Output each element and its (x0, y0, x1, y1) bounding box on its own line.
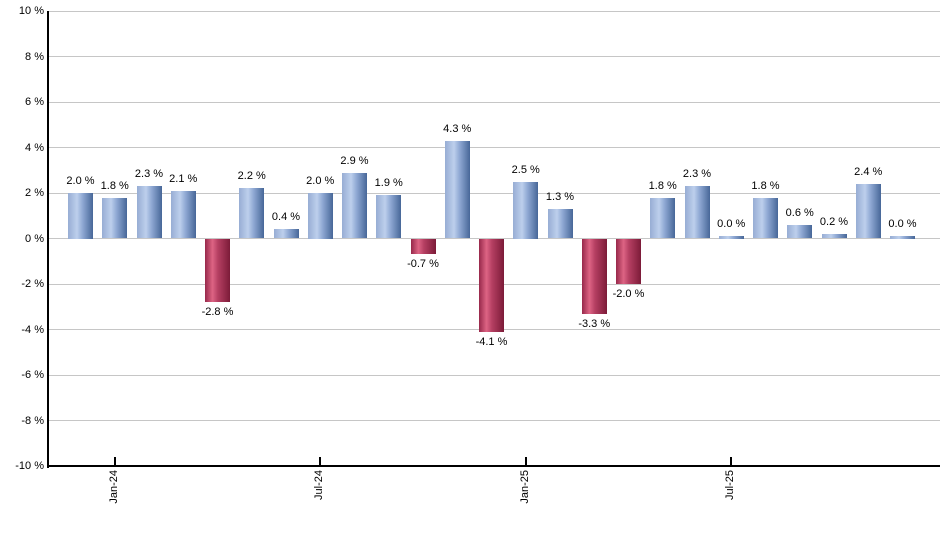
bar[interactable] (616, 238, 641, 284)
bar-value-label: -2.0 % (612, 288, 645, 300)
bar-value-label: 2.1 % (169, 172, 198, 185)
bar-value-label: 0.4 % (271, 211, 301, 224)
bar-value-label: -4.1 % (475, 335, 508, 348)
bar-value-label: 2.2 % (237, 170, 266, 183)
y-axis-label: 8 % (25, 50, 44, 63)
bar-value-label: 1.8 % (100, 179, 129, 192)
x-axis-line (47, 465, 940, 467)
x-tick (524, 457, 527, 466)
gridline (48, 56, 940, 57)
bar-value-label: -3.3 % (578, 317, 611, 330)
bar-value-label: 0.0 % (888, 218, 917, 230)
bar[interactable] (753, 197, 778, 239)
x-tick (113, 457, 116, 466)
bar[interactable] (684, 186, 710, 239)
gridline (48, 147, 940, 148)
bar-value-label: 2.3 % (134, 168, 164, 181)
x-tick (319, 457, 322, 466)
bar[interactable] (890, 236, 915, 239)
bar-value-label: 0.6 % (785, 206, 814, 219)
y-axis-label: -6 % (21, 369, 44, 381)
gridline (48, 10, 940, 12)
bar[interactable] (68, 193, 93, 239)
y-axis-label: 4 % (25, 141, 44, 154)
y-axis-label: -10 % (15, 460, 44, 472)
bar[interactable] (205, 238, 230, 303)
bar-value-label: 2.3 % (682, 168, 712, 181)
y-axis-label: 2 % (25, 187, 44, 199)
bar-value-label: 2.0 % (66, 175, 95, 187)
x-tick-label: Jul-24 (313, 470, 326, 500)
bar-value-label: 0.2 % (819, 215, 849, 228)
gridline (48, 101, 940, 103)
bar-value-label: 1.3 % (545, 190, 575, 203)
bar[interactable] (239, 188, 265, 239)
bar[interactable] (136, 186, 162, 239)
bar[interactable] (307, 193, 333, 239)
bar-value-label: 1.9 % (374, 177, 403, 190)
bar[interactable] (513, 181, 539, 239)
gridline (48, 420, 940, 421)
bar[interactable] (273, 229, 299, 239)
bar-value-label: 4.3 % (443, 122, 472, 135)
y-axis-label: 10 % (18, 5, 44, 17)
bar-value-label: 2.0 % (306, 175, 335, 187)
bar[interactable] (855, 183, 881, 239)
bar[interactable] (102, 197, 128, 239)
bar-value-label: 2.5 % (511, 163, 540, 176)
bar-value-label: 0.0 % (717, 218, 746, 230)
bar-value-label: 1.8 % (648, 179, 677, 192)
x-tick-label: Jul-25 (724, 470, 737, 500)
bar-value-label: -2.8 % (201, 306, 234, 319)
bar[interactable] (410, 238, 436, 255)
bar-value-label: 1.8 % (751, 179, 780, 192)
bar[interactable] (787, 224, 813, 239)
y-axis-label: 0 % (25, 232, 44, 245)
x-tick-label: Jan-24 (107, 470, 120, 504)
bar-value-label: 2.4 % (854, 165, 883, 178)
x-tick (730, 457, 733, 466)
y-axis-label: 6 % (25, 96, 44, 108)
y-axis-label: -2 % (21, 278, 44, 290)
bar[interactable] (342, 172, 367, 239)
bar[interactable] (718, 236, 744, 239)
bar[interactable] (444, 140, 470, 239)
y-axis-label: -8 % (21, 414, 44, 427)
bar[interactable] (376, 195, 402, 239)
bar[interactable] (581, 238, 607, 314)
y-axis-line (47, 11, 49, 468)
bar-value-label: -0.7 % (407, 258, 439, 271)
gridline (48, 192, 940, 194)
bar[interactable] (170, 190, 196, 239)
x-tick-label: Jan-25 (518, 470, 531, 504)
gridline (48, 374, 940, 376)
bar[interactable] (547, 208, 573, 239)
bar-value-label: 2.9 % (340, 154, 369, 167)
y-axis-label: -4 % (21, 323, 44, 336)
bar[interactable] (650, 197, 676, 239)
bar[interactable] (821, 233, 847, 239)
bar[interactable] (479, 238, 504, 332)
